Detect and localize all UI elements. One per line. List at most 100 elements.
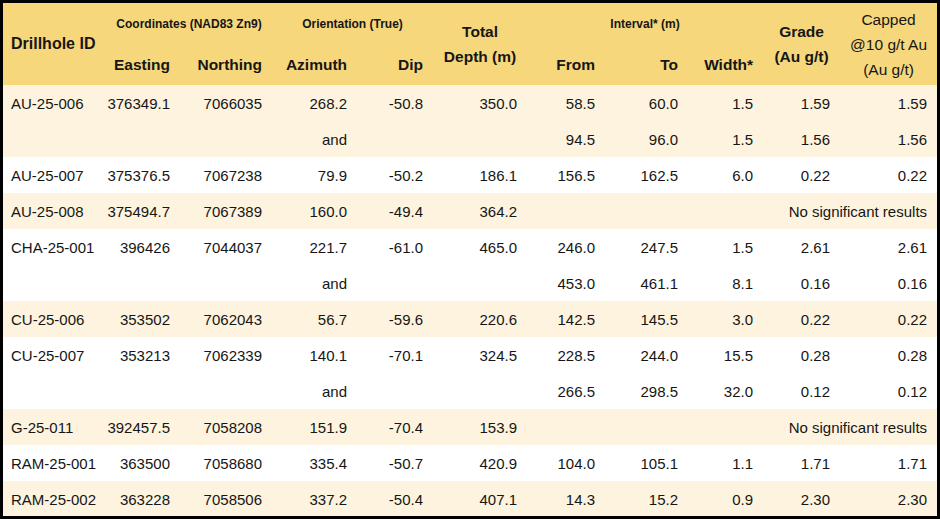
drillhole-id-cell: AU-25-006: [3, 85, 106, 121]
capped-line-1: Capped: [840, 7, 937, 32]
total-depth-cell: 364.2: [433, 193, 527, 229]
to-cell: 60.0: [605, 85, 688, 121]
northing-cell: 7062043: [180, 301, 272, 337]
easting-cell: 363228: [106, 481, 180, 517]
northing-cell: [180, 265, 272, 301]
azimuth-cell: and: [272, 265, 357, 301]
total-depth-cell: 407.1: [433, 481, 527, 517]
col-header-dip: Dip: [357, 44, 433, 85]
northing-cell: 7058506: [180, 481, 272, 517]
grade-cell: 0.22: [763, 301, 840, 337]
grade-cell: 0.16: [763, 265, 840, 301]
easting-cell: 376349.1: [106, 85, 180, 121]
capped-cell: 2.61: [840, 229, 937, 265]
total-depth-cell: [433, 265, 527, 301]
to-cell: 105.1: [605, 445, 688, 481]
width-cell: 1.5: [688, 121, 763, 157]
northing-cell: 7062339: [180, 337, 272, 373]
dip-cell: -50.2: [357, 157, 433, 193]
easting-cell: 396426: [106, 229, 180, 265]
width-cell: 15.5: [688, 337, 763, 373]
total-depth-cell: 220.6: [433, 301, 527, 337]
to-cell: 15.2: [605, 481, 688, 517]
drillhole-id-cell: AU-25-008: [3, 193, 106, 229]
northing-cell: 7066035: [180, 85, 272, 121]
table-header: Drillhole ID Coordinates (NAD83 Zn9) Ori…: [3, 3, 937, 85]
total-depth-line-1: Total: [433, 19, 527, 44]
dip-cell: -70.4: [357, 409, 433, 445]
drillhole-id-cell: [3, 265, 106, 301]
col-header-orientation-group: Orientation (True): [272, 3, 433, 44]
dip-cell: -50.7: [357, 445, 433, 481]
no-significant-results-cell: No significant results: [527, 193, 937, 229]
grade-cell: 1.56: [763, 121, 840, 157]
from-cell: 104.0: [527, 445, 605, 481]
northing-cell: 7067238: [180, 157, 272, 193]
drillhole-id-cell: CU-25-006: [3, 301, 106, 337]
width-cell: 3.0: [688, 301, 763, 337]
capped-cell: 0.28: [840, 337, 937, 373]
table-row: CU-25-006 353502 7062043 56.7 -59.6 220.…: [3, 301, 937, 337]
grade-cell: 2.30: [763, 481, 840, 517]
dip-cell: -70.1: [357, 337, 433, 373]
dip-cell: [357, 121, 433, 157]
azimuth-cell: 337.2: [272, 481, 357, 517]
grade-line-1: Grade: [763, 19, 840, 44]
to-cell: 298.5: [605, 373, 688, 409]
to-cell: 247.5: [605, 229, 688, 265]
col-header-azimuth: Azimuth: [272, 44, 357, 85]
from-cell: 156.5: [527, 157, 605, 193]
easting-cell: [106, 373, 180, 409]
drillhole-id-cell: AU-25-007: [3, 157, 106, 193]
northing-cell: 7044037: [180, 229, 272, 265]
to-cell: 145.5: [605, 301, 688, 337]
from-cell: 94.5: [527, 121, 605, 157]
azimuth-cell: and: [272, 373, 357, 409]
table-row: CU-25-007 353213 7062339 140.1 -70.1 324…: [3, 337, 937, 373]
easting-cell: [106, 121, 180, 157]
col-header-easting: Easting: [106, 44, 180, 85]
azimuth-cell: 335.4: [272, 445, 357, 481]
total-depth-line-2: Depth (m): [433, 44, 527, 69]
from-cell: 58.5: [527, 85, 605, 121]
grade-cell: 1.71: [763, 445, 840, 481]
to-cell: 96.0: [605, 121, 688, 157]
total-depth-cell: 153.9: [433, 409, 527, 445]
capped-line-3: (Au g/t): [840, 57, 937, 82]
drillhole-id-cell: G-25-011: [3, 409, 106, 445]
from-cell: 453.0: [527, 265, 605, 301]
from-cell: 142.5: [527, 301, 605, 337]
col-header-capped: Capped @10 g/t Au (Au g/t): [840, 3, 937, 85]
no-significant-results-cell: No significant results: [527, 409, 937, 445]
results-table: Drillhole ID Coordinates (NAD83 Zn9) Ori…: [3, 3, 937, 517]
table-row: RAM-25-001 363500 7058680 335.4 -50.7 42…: [3, 445, 937, 481]
azimuth-cell: 140.1: [272, 337, 357, 373]
table-row-continuation: and 453.0 461.1 8.1 0.16 0.16: [3, 265, 937, 301]
total-depth-cell: [433, 121, 527, 157]
to-cell: 162.5: [605, 157, 688, 193]
table-row: AU-25-006 376349.1 7066035 268.2 -50.8 3…: [3, 85, 937, 121]
dip-cell: -59.6: [357, 301, 433, 337]
azimuth-cell: 151.9: [272, 409, 357, 445]
col-header-to: To: [605, 44, 688, 85]
dip-cell: -61.0: [357, 229, 433, 265]
width-cell: 1.5: [688, 85, 763, 121]
drillhole-id-cell: CU-25-007: [3, 337, 106, 373]
grade-cell: 0.28: [763, 337, 840, 373]
azimuth-cell: and: [272, 121, 357, 157]
northing-cell: [180, 121, 272, 157]
azimuth-cell: 160.0: [272, 193, 357, 229]
col-header-northing: Northing: [180, 44, 272, 85]
easting-cell: [106, 265, 180, 301]
capped-cell: 2.30: [840, 481, 937, 517]
to-cell: 244.0: [605, 337, 688, 373]
width-cell: 32.0: [688, 373, 763, 409]
capped-line-2: @10 g/t Au: [840, 32, 937, 57]
easting-cell: 392457.5: [106, 409, 180, 445]
to-cell: 461.1: [605, 265, 688, 301]
table-row: G-25-011 392457.5 7058208 151.9 -70.4 15…: [3, 409, 937, 445]
table-row: CHA-25-001 396426 7044037 221.7 -61.0 46…: [3, 229, 937, 265]
grade-cell: 2.61: [763, 229, 840, 265]
easting-cell: 353502: [106, 301, 180, 337]
drillhole-id-cell: CHA-25-001: [3, 229, 106, 265]
